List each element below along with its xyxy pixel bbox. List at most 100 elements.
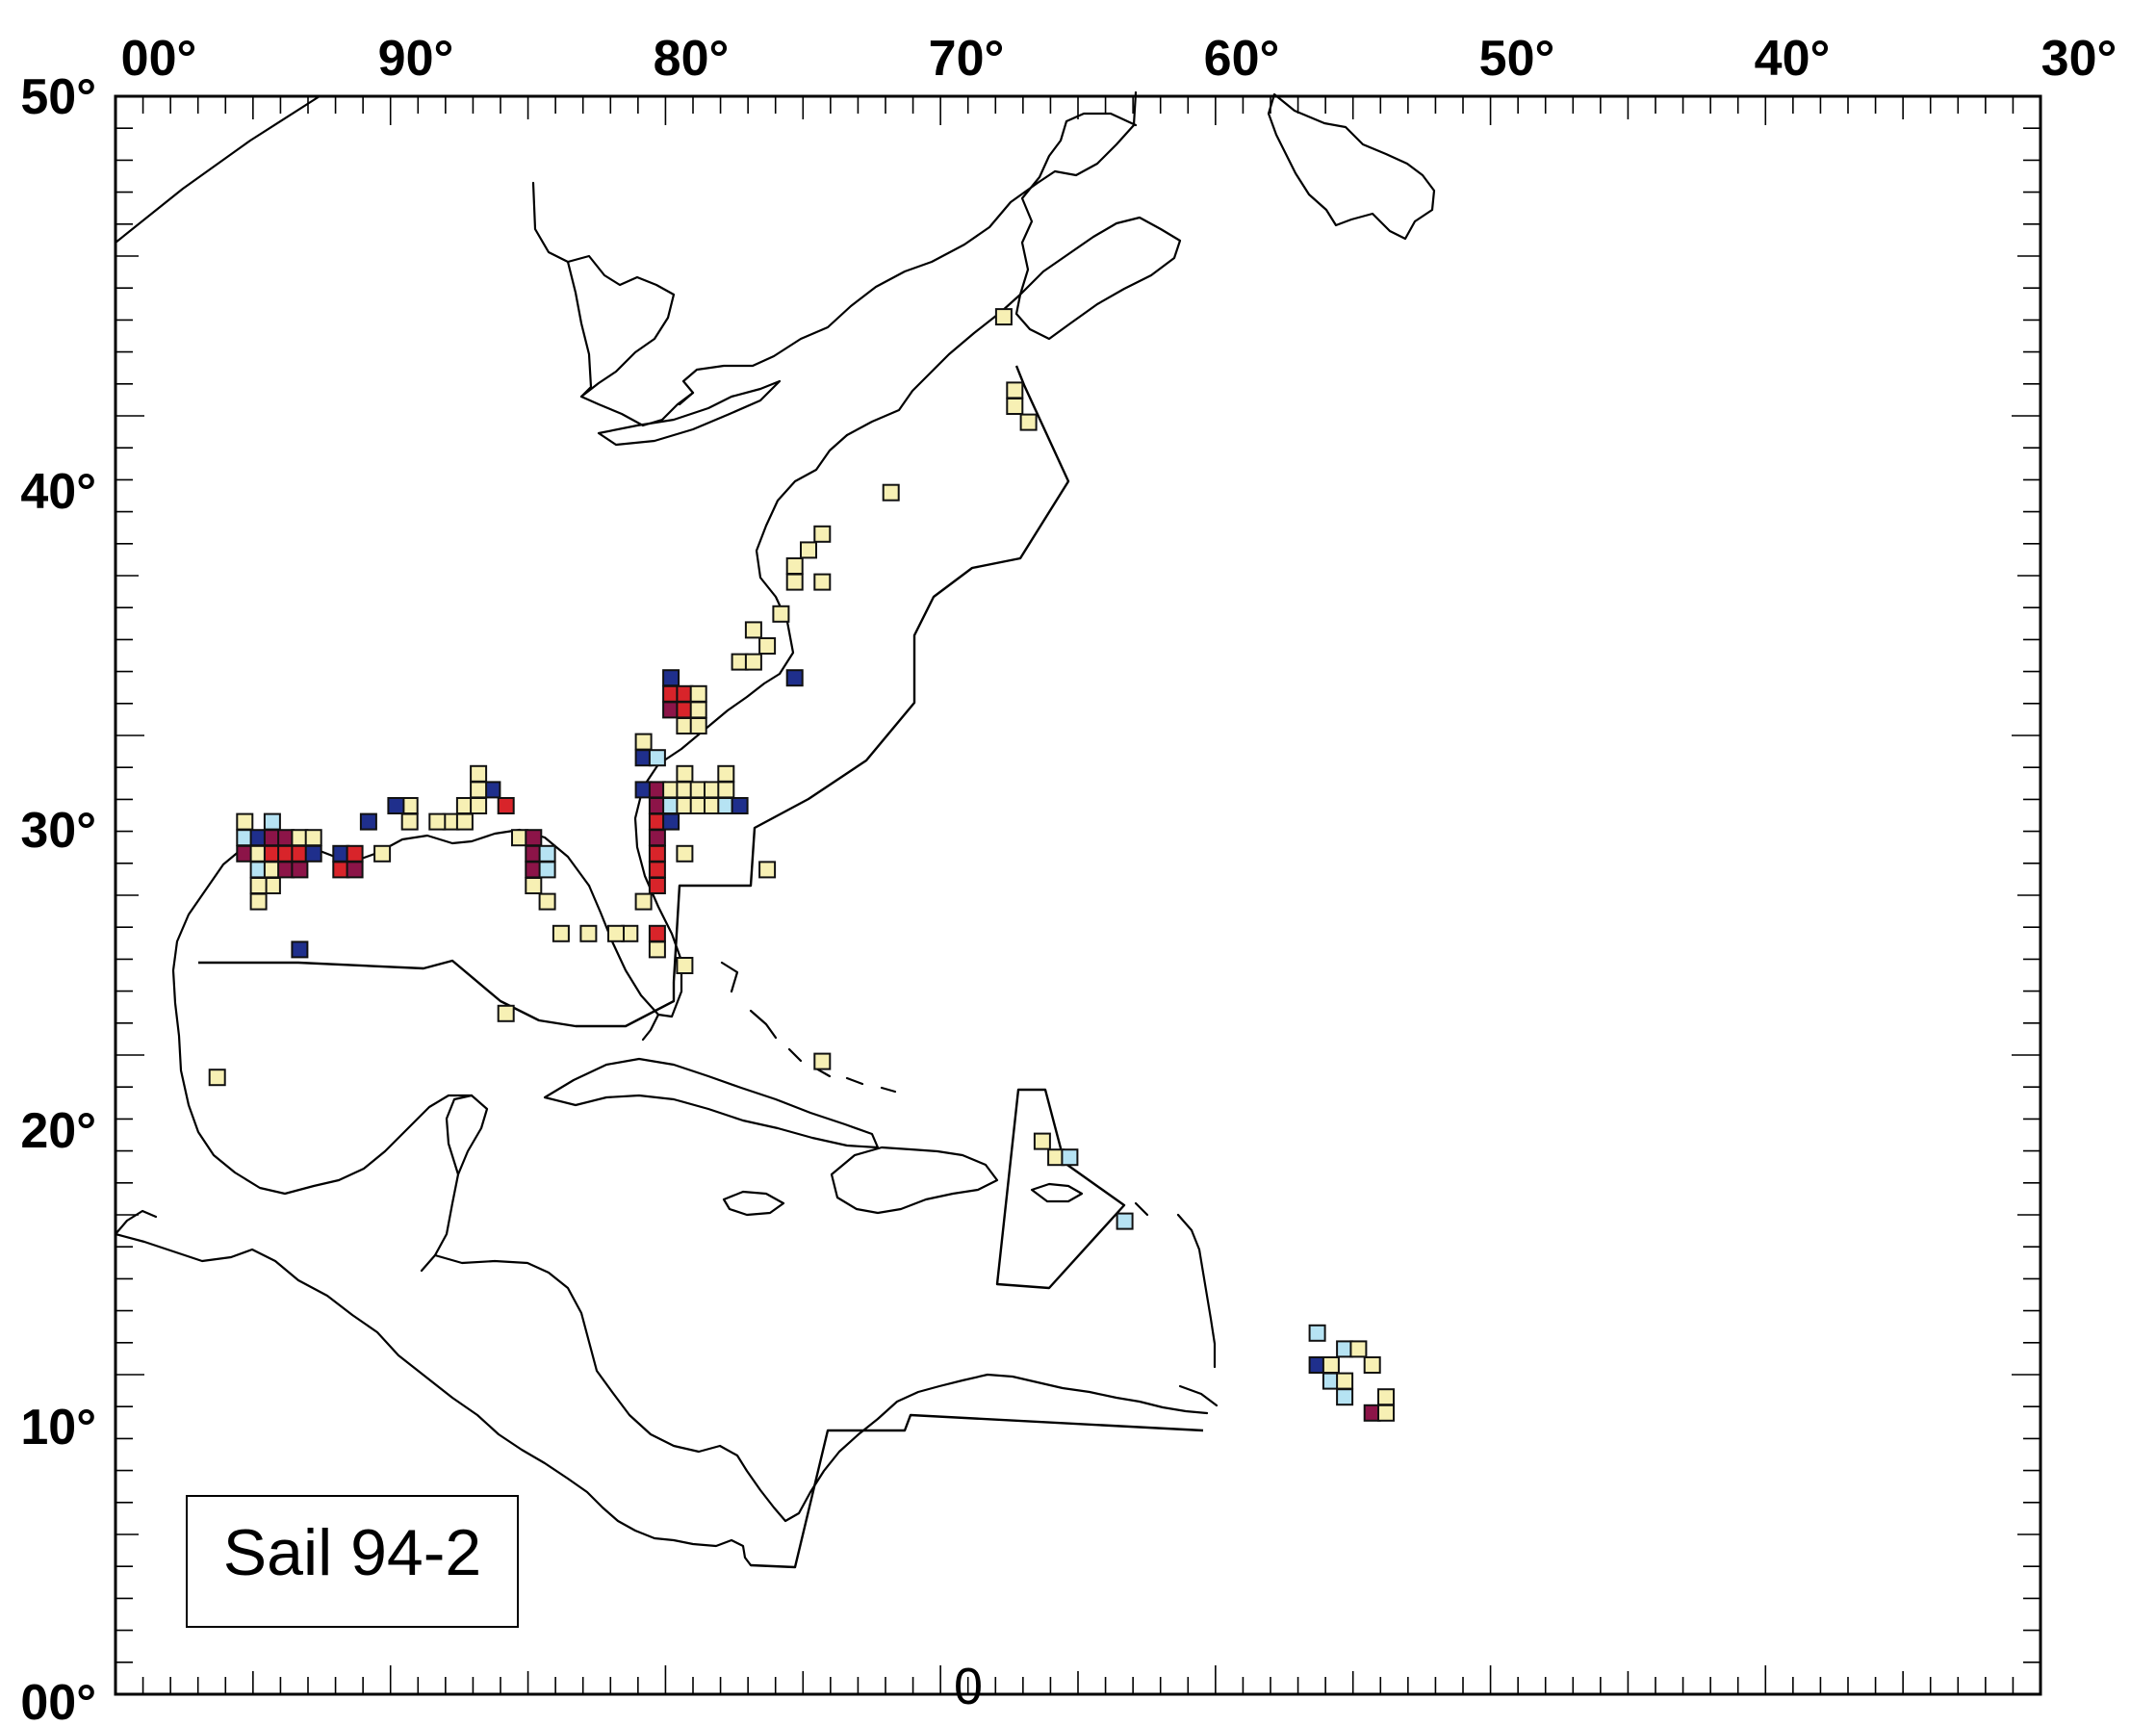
lon-label: 60° — [1204, 31, 1280, 87]
observation-cell-maroon — [525, 829, 543, 847]
observation-cell-dark-blue — [662, 812, 680, 831]
observation-cell-dark-blue — [387, 797, 405, 814]
boundary-puerto-rico — [995, 1088, 1126, 1290]
coast-puerto-rico — [1030, 1182, 1084, 1203]
observation-cell-yellow — [676, 957, 694, 974]
observation-cell-yellow — [689, 701, 707, 719]
coast-mexico-west — [114, 1209, 158, 1236]
map-frame — [114, 94, 2042, 1696]
observation-cell-yellow — [1336, 1372, 1354, 1390]
observation-cell-yellow — [634, 892, 653, 911]
lat-label: 10° — [20, 1400, 96, 1456]
observation-cell-yellow — [236, 812, 254, 831]
lon-label: 70° — [929, 31, 1005, 87]
observation-cell-yellow — [538, 892, 556, 911]
observation-cell-yellow — [455, 812, 474, 831]
lat-label: 30° — [20, 803, 96, 859]
boundary-caribbean — [750, 1413, 1204, 1569]
observation-cell-yellow — [304, 829, 322, 847]
coast-yucatan — [445, 1094, 474, 1176]
observation-cell-yellow — [785, 573, 804, 591]
observation-cell-yellow — [1006, 398, 1024, 415]
observation-cell-yellow — [428, 812, 447, 831]
observation-cell-yellow — [758, 637, 777, 655]
observation-cell-light-blue — [1116, 1212, 1134, 1230]
sail-label: Sail 94-2 — [223, 1516, 481, 1589]
coast-lake-erie — [597, 379, 782, 447]
lat-label: 40° — [20, 464, 96, 520]
bottom-marker: 0 — [954, 1658, 983, 1715]
observation-cell-yellow — [249, 877, 268, 894]
frame-ticks — [115, 95, 2041, 1695]
observation-cell-yellow — [1033, 1132, 1051, 1150]
observation-cell-light-blue — [1336, 1388, 1354, 1406]
observation-cell-red — [648, 844, 666, 863]
observation-cell-yellow — [400, 812, 419, 831]
lon-label: 30° — [2041, 31, 2118, 87]
observation-cell-yellow — [607, 924, 625, 942]
coastlines — [114, 90, 1436, 1567]
observation-cell-yellow — [676, 844, 694, 863]
boundary-gulf — [198, 959, 676, 1028]
coast-northwest-edge — [114, 94, 321, 245]
observation-cell-yellow — [470, 797, 488, 814]
observation-cell-yellow — [1019, 413, 1038, 431]
observation-cell-light-blue — [263, 812, 281, 831]
observation-cell-yellow — [373, 844, 392, 863]
coast-jamaica — [722, 1190, 785, 1217]
coast-central-america-caribbean — [433, 1253, 1209, 1523]
boundary-atlantic — [672, 365, 1070, 983]
latitude-labels: 50° 40° 30° 20° 10° 00° — [20, 69, 96, 1726]
lon-label: 00° — [121, 31, 197, 87]
lon-label: 80° — [654, 31, 730, 87]
observation-cell-yellow — [994, 308, 1013, 326]
observation-cell-yellow — [785, 557, 804, 575]
observation-cell-dark-blue — [291, 940, 309, 959]
observation-cell-yellow — [1349, 1340, 1368, 1358]
observation-cell-yellow — [497, 1004, 515, 1022]
lon-label: 90° — [378, 31, 454, 87]
observation-cell-light-blue — [648, 749, 666, 767]
observation-cell-yellow — [579, 924, 598, 942]
observation-cell-dark-blue — [662, 669, 680, 687]
coast-florida — [641, 1013, 660, 1042]
observation-cell-yellow — [634, 733, 653, 751]
coast-canada — [678, 90, 1138, 406]
observation-cell-yellow — [676, 764, 694, 783]
observation-cell-light-blue — [1061, 1148, 1079, 1167]
observation-cell-yellow — [470, 781, 488, 799]
coast-central-america-pacific — [114, 1232, 753, 1567]
observation-cell-yellow — [813, 525, 832, 543]
observation-cells — [208, 308, 1395, 1422]
observation-cell-light-blue — [1308, 1324, 1326, 1342]
observation-cell-light-blue — [538, 861, 556, 879]
observation-cell-yellow — [772, 605, 790, 623]
observation-cell-dark-blue — [785, 669, 804, 687]
observation-cell-yellow — [249, 892, 268, 911]
observation-cell-yellow — [813, 573, 832, 591]
sail-label-frame — [186, 1495, 519, 1628]
observation-cell-yellow — [758, 861, 777, 879]
observation-cell-dark-blue — [304, 844, 322, 863]
observation-cell-yellow — [800, 541, 817, 559]
observation-cell-maroon — [648, 829, 666, 847]
observation-cell-yellow — [208, 1069, 226, 1087]
coast-nova-scotia — [1014, 216, 1182, 341]
observation-cell-yellow — [689, 717, 707, 734]
coast-great-lakes — [531, 181, 695, 427]
observation-cell-dark-blue — [359, 812, 377, 831]
observation-cell-red — [648, 924, 666, 942]
sail-label-box: Sail 94-2 — [186, 1495, 519, 1628]
observation-cell-maroon — [346, 861, 364, 879]
lon-label: 50° — [1479, 31, 1555, 87]
observation-cell-red — [648, 877, 666, 894]
observation-cell-light-blue — [538, 844, 556, 863]
observation-cell-yellow — [1363, 1356, 1381, 1374]
coast-lake-michigan — [566, 260, 593, 399]
coast-hispaniola — [830, 1146, 999, 1215]
observation-cell-yellow — [1322, 1356, 1340, 1374]
observation-cell-yellow — [648, 940, 666, 959]
observation-cell-yellow — [717, 781, 735, 799]
observation-cell-yellow — [470, 764, 488, 783]
